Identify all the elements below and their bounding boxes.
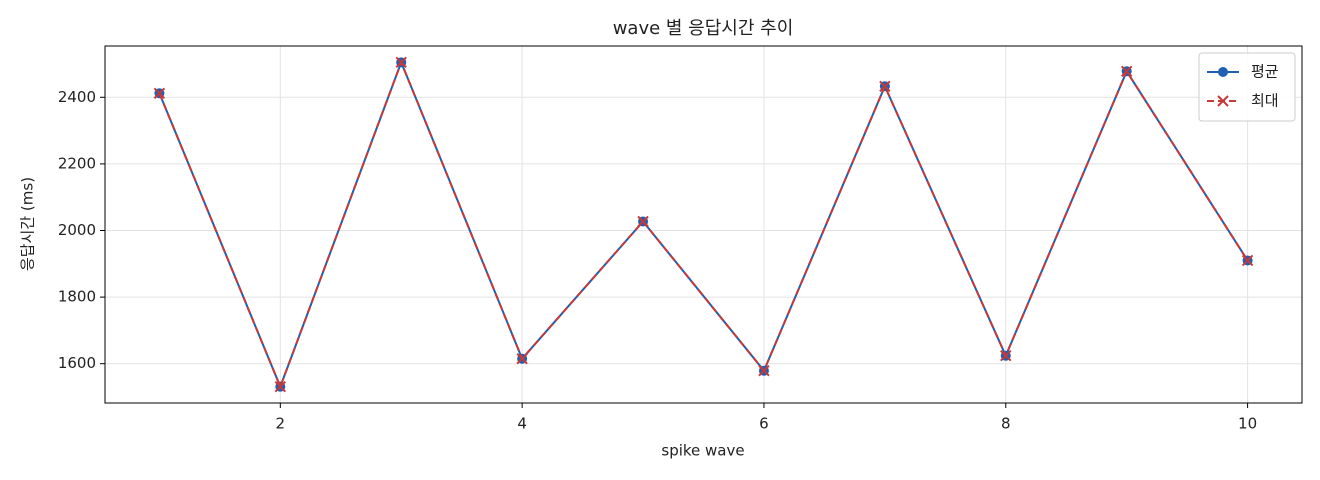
point — [1000, 350, 1012, 362]
series-line — [158, 59, 1249, 390]
x-tick-label: 2 — [276, 415, 286, 433]
x-tick-label: 8 — [1001, 415, 1011, 433]
point — [1241, 254, 1254, 267]
legend-box — [1198, 52, 1296, 122]
x-tick-label: 4 — [517, 415, 527, 433]
legend-label: 최대 — [1251, 92, 1279, 110]
point — [274, 380, 287, 393]
point — [1218, 67, 1228, 77]
point — [879, 80, 891, 93]
y-tick-label: 1800 — [58, 288, 96, 306]
series-line — [158, 59, 1249, 390]
y-tick-label: 2200 — [58, 154, 96, 172]
y-axis-label: 응답시간 (ms) — [19, 177, 37, 271]
point — [153, 87, 166, 99]
y-tick-label: 2000 — [58, 221, 96, 239]
point — [395, 56, 407, 69]
point — [1120, 65, 1133, 78]
point — [758, 364, 770, 377]
y-tick-label: 2400 — [58, 88, 96, 106]
plot-frame — [104, 45, 1303, 404]
legend-label: 평균 — [1251, 63, 1279, 81]
x-tick-label: 10 — [1238, 415, 1257, 433]
x-axis-label: spike wave — [661, 442, 744, 460]
point — [516, 353, 528, 365]
x-tick-label: 6 — [759, 415, 769, 433]
point — [1217, 95, 1229, 107]
chart-title: wave 별 응답시간 추이 — [613, 18, 794, 39]
point — [637, 215, 649, 228]
y-tick-label: 1600 — [58, 354, 96, 372]
